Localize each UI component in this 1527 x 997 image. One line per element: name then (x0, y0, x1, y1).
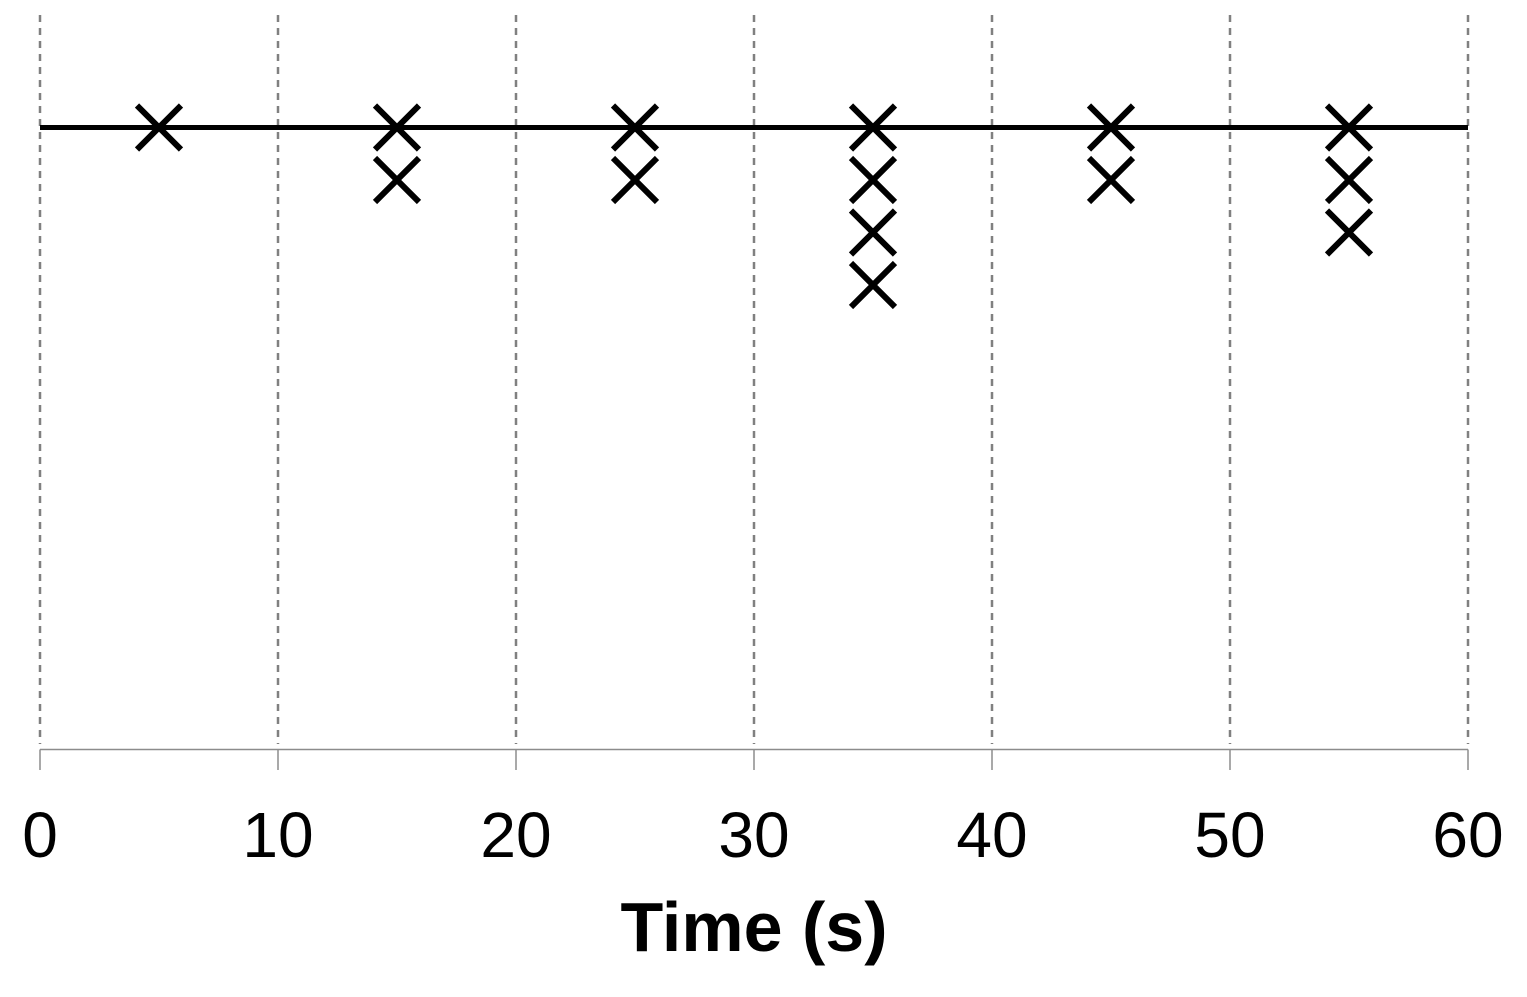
markers-layer (134, 103, 1374, 310)
x-tick-label: 40 (956, 799, 1027, 871)
x-marker (610, 103, 660, 152)
x-tick-label: 10 (242, 799, 313, 871)
x-tick-label: 60 (1432, 799, 1503, 871)
x-axis-layer (39, 748, 1469, 770)
x-marker (610, 155, 660, 205)
x-marker (1324, 103, 1374, 152)
x-tick-label: 30 (718, 799, 789, 871)
x-tick-label: 20 (480, 799, 551, 871)
x-tick-label: 50 (1194, 799, 1265, 871)
x-tick-label: 0 (22, 799, 58, 871)
x-marker (372, 155, 422, 205)
tick-labels-layer: 0 10 20 30 40 50 60 (22, 799, 1503, 871)
x-marker (848, 103, 898, 152)
x-marker (372, 103, 422, 152)
x-marker (848, 155, 898, 205)
x-marker (1324, 208, 1374, 257)
x-axis-title: Time (s) (620, 888, 887, 966)
x-marker (848, 208, 898, 257)
x-marker (848, 260, 898, 310)
x-marker (134, 103, 184, 152)
x-marker (1086, 155, 1136, 205)
gridlines-layer (38, 15, 1470, 744)
x-marker (1086, 103, 1136, 152)
x-marker (1324, 155, 1374, 205)
